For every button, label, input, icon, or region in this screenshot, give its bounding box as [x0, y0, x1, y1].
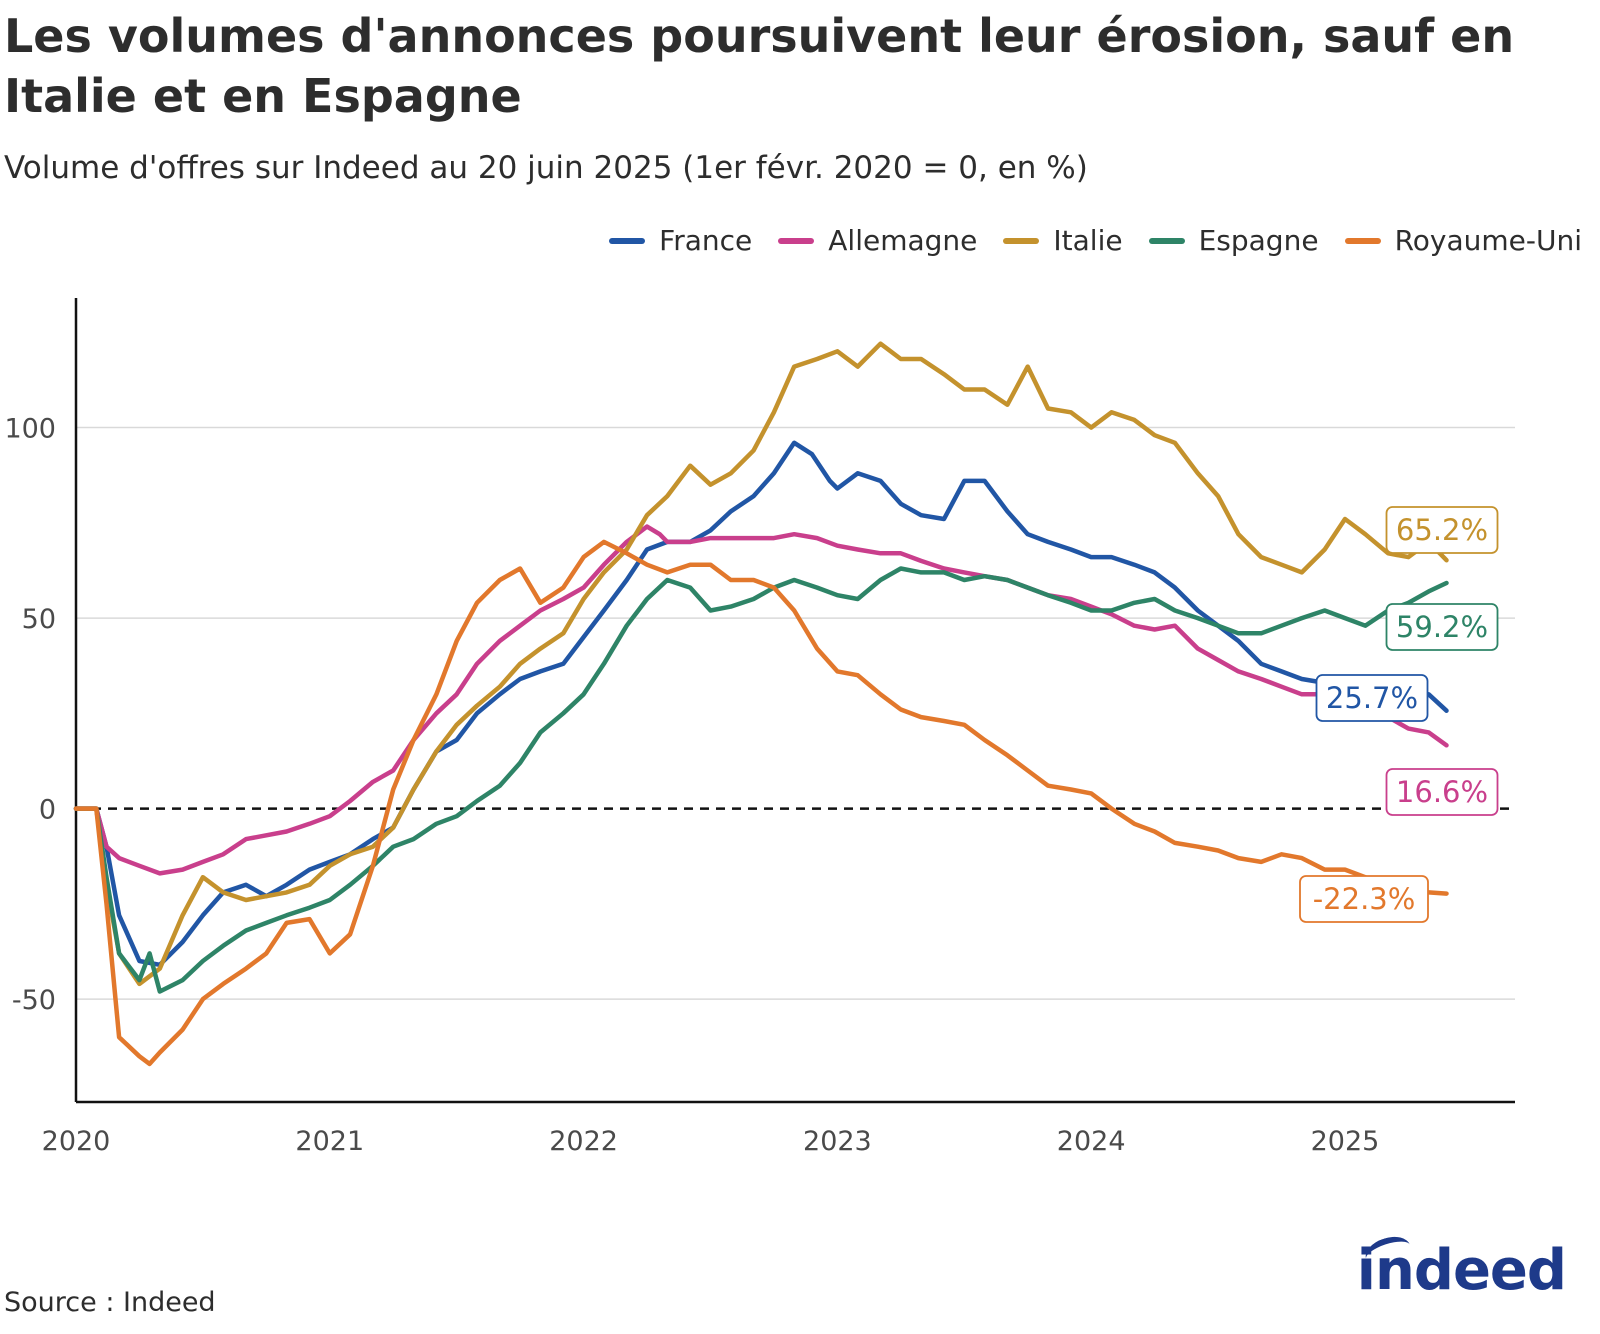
legend-item-france: France — [609, 224, 752, 257]
legend-label-espagne: Espagne — [1198, 224, 1319, 257]
x-tick-label: 2022 — [549, 1126, 618, 1157]
end-label: 25.7% — [1326, 681, 1418, 715]
y-tick-label: -50 — [12, 985, 56, 1016]
end-label-box — [1299, 875, 1429, 923]
x-tick-label: 2020 — [42, 1126, 111, 1157]
legend: France Allemagne Italie Espagne Royaume-… — [609, 224, 1582, 257]
end-label-box — [1385, 768, 1499, 816]
chart-title: Les volumes d'annonces poursuivent leur … — [4, 9, 1515, 123]
legend-label-allemagne: Allemagne — [828, 224, 978, 257]
indeed-logo: indeed — [1356, 1231, 1567, 1303]
chart-subtitle: Volume d'offres sur Indeed au 20 juin 20… — [4, 150, 1088, 186]
legend-swatch-espagne — [1148, 237, 1185, 244]
legend-swatch-italie — [1003, 237, 1040, 244]
end-label-box — [1385, 603, 1499, 651]
series-line-allemagne — [73, 524, 1449, 876]
y-tick-label: 0 — [39, 795, 56, 826]
legend-swatch-royaume-uni — [1344, 237, 1381, 244]
legend-item-allemagne: Allemagne — [778, 224, 977, 257]
x-tick-label: 2024 — [1057, 1126, 1126, 1157]
end-label: 59.2% — [1396, 610, 1488, 644]
end-label-box — [1385, 506, 1499, 554]
legend-item-royaume-uni: Royaume-Uni — [1344, 224, 1582, 257]
legend-swatch-france — [609, 237, 646, 244]
x-tick-label: 2025 — [1311, 1126, 1380, 1157]
y-tick-label: 50 — [22, 604, 56, 635]
y-tick-label: 100 — [4, 414, 56, 445]
logo-text: indeed — [1356, 1238, 1567, 1303]
x-tick-label: 2021 — [295, 1126, 364, 1157]
legend-label-royaume-uni: Royaume-Uni — [1394, 224, 1582, 257]
end-label-box — [1315, 674, 1429, 722]
legend-item-espagne: Espagne — [1148, 224, 1319, 257]
line-chart: -50 0 50 100 2020 2021 2022 2023 2024 2025 25.7% 16… — [4, 298, 1515, 1157]
end-label: 16.6% — [1396, 775, 1488, 809]
series-line-royaume-uni — [73, 539, 1449, 1067]
series-line-espagne — [73, 566, 1449, 994]
legend-label-france: France — [659, 224, 753, 257]
end-label: -22.3% — [1313, 882, 1416, 916]
legend-item-italie: Italie — [1003, 224, 1123, 257]
legend-swatch-allemagne — [778, 237, 815, 244]
x-tick-label: 2023 — [803, 1126, 872, 1157]
source-note: Source : Indeed — [4, 1287, 216, 1318]
end-label: 65.2% — [1396, 513, 1488, 547]
series-line-italie — [73, 341, 1449, 987]
legend-label-italie: Italie — [1053, 224, 1123, 257]
series-line-france — [73, 440, 1449, 968]
